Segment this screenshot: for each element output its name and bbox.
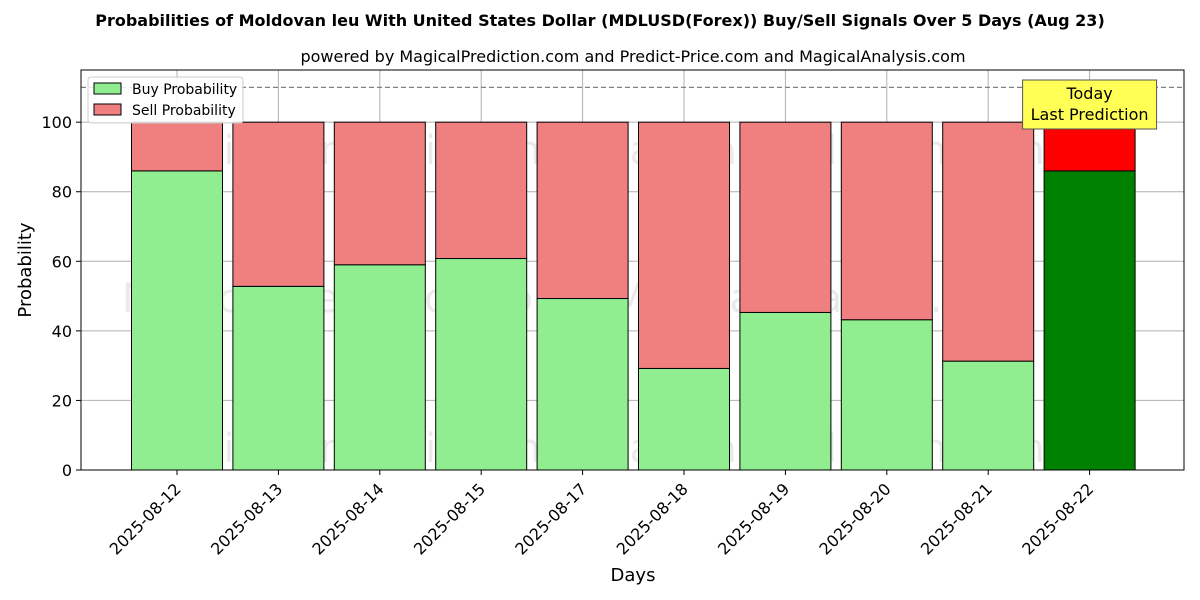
buy-bar [536,298,629,471]
buy-bar [435,258,528,471]
buy-bar [638,367,730,471]
legend-label: Buy Probability [132,82,237,98]
x-tick-label: 2025-08-18 [613,479,692,558]
y-tick-label: 0 [62,461,72,480]
sell-bar [435,121,528,260]
y-tick-label: 40 [52,322,72,341]
y-tick-label: 20 [52,391,72,410]
sell-bar [131,121,223,172]
buy-bar [942,360,1035,471]
sell-bar [840,121,933,321]
legend-frame [87,76,244,124]
annotation-box [1022,79,1158,130]
x-tick-label: 2025-08-12 [106,479,185,558]
x-tick-label: 2025-08-21 [917,479,996,558]
x-tick-label: 2025-08-17 [511,479,590,558]
x-tick-label: 2025-08-13 [207,479,286,558]
legend-swatch [93,82,122,95]
sell-bar [739,121,832,313]
sell-bar [942,121,1035,362]
x-tick-label: 2025-08-15 [410,479,489,558]
legend-swatch [93,103,122,116]
sell-bar [536,121,629,300]
buy-bar [739,311,832,471]
plot-frame [80,69,1185,471]
y-tick-label: 60 [52,252,72,271]
buy-bar [232,285,325,471]
x-axis-label: Days [611,565,656,586]
x-tick-label: 2025-08-14 [308,479,387,558]
sell-bar [232,121,325,287]
chart-title: Probabilities of Moldovan leu With Unite… [95,11,1105,30]
x-tick-label: 2025-08-19 [714,479,793,558]
buy-bar [333,264,426,471]
annotation-text: Last Prediction [1031,105,1149,124]
sell-bar [333,121,426,266]
plot-area: MagicalAnalysis.comMagicalPrediction.com… [41,69,1185,559]
y-tick-label: 80 [52,183,72,202]
y-tick-label: 100 [41,113,72,132]
y-axis-label: Probability [15,222,36,317]
buy-bar [840,319,933,471]
legend-label: Sell Probability [132,103,236,119]
sell-bar [638,121,730,369]
annotation-text: Today [1065,84,1112,103]
x-tick-label: 2025-08-20 [815,479,894,558]
chart-subtitle: powered by MagicalPrediction.com and Pre… [300,47,965,66]
buy-bar [1043,170,1136,471]
x-tick-label: 2025-08-22 [1018,479,1097,558]
legend: Buy Probability Sell Probability [87,76,244,124]
buy-bar [131,170,223,471]
